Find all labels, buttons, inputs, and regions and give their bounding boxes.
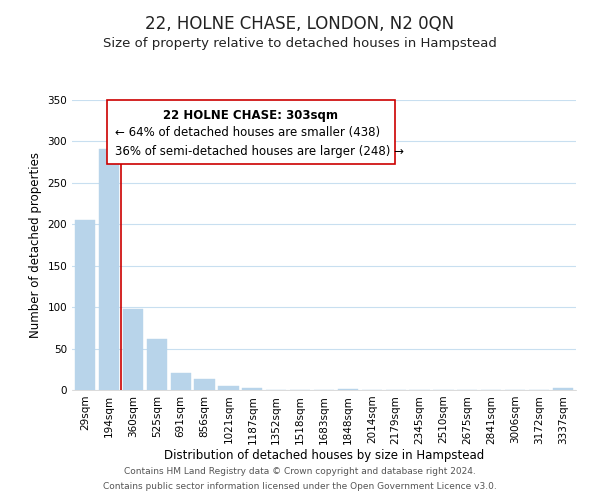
Bar bbox=[123, 309, 143, 390]
Bar bbox=[170, 372, 191, 390]
FancyBboxPatch shape bbox=[107, 100, 395, 164]
Text: Size of property relative to detached houses in Hampstead: Size of property relative to detached ho… bbox=[103, 38, 497, 51]
Text: 22 HOLNE CHASE: 303sqm: 22 HOLNE CHASE: 303sqm bbox=[163, 108, 338, 122]
Text: Contains HM Land Registry data © Crown copyright and database right 2024.: Contains HM Land Registry data © Crown c… bbox=[124, 467, 476, 476]
Text: 22, HOLNE CHASE, LONDON, N2 0QN: 22, HOLNE CHASE, LONDON, N2 0QN bbox=[145, 15, 455, 33]
Bar bbox=[75, 220, 95, 390]
Bar bbox=[218, 386, 239, 390]
Y-axis label: Number of detached properties: Number of detached properties bbox=[29, 152, 42, 338]
Bar bbox=[338, 389, 358, 390]
Bar bbox=[99, 149, 119, 390]
X-axis label: Distribution of detached houses by size in Hampstead: Distribution of detached houses by size … bbox=[164, 449, 484, 462]
Text: 36% of semi-detached houses are larger (248) →: 36% of semi-detached houses are larger (… bbox=[115, 145, 404, 158]
Bar bbox=[146, 340, 167, 390]
Text: ← 64% of detached houses are smaller (438): ← 64% of detached houses are smaller (43… bbox=[115, 126, 380, 139]
Text: Contains public sector information licensed under the Open Government Licence v3: Contains public sector information licen… bbox=[103, 482, 497, 491]
Bar bbox=[553, 388, 573, 390]
Bar bbox=[242, 388, 262, 390]
Bar bbox=[194, 379, 215, 390]
